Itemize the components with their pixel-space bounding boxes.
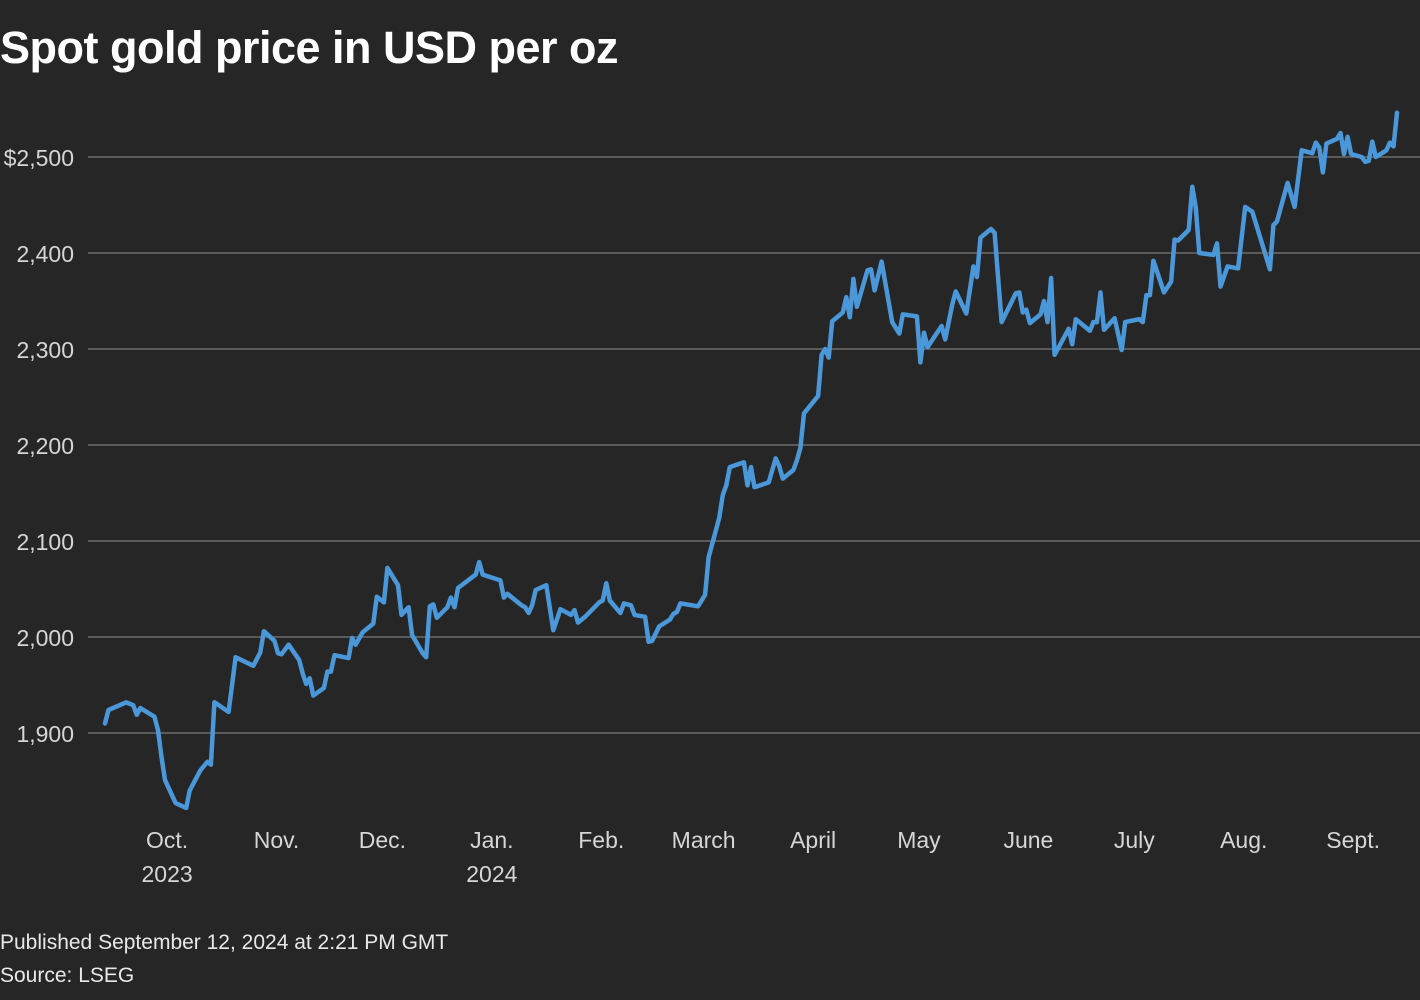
x-tick-label: Sept. [1326, 827, 1380, 853]
source-note: Source: LSEG [0, 964, 135, 987]
x-tick-label: Feb. [578, 827, 624, 853]
x-tick-label: April [790, 827, 836, 853]
x-tick-label: May [897, 827, 941, 853]
y-tick-label: 2,200 [16, 433, 74, 459]
published-timestamp: Published September 12, 2024 at 2:21 PM … [0, 931, 449, 954]
y-tick-label: 2,300 [16, 337, 74, 363]
gold-price-line [102, 110, 1400, 811]
x-axis-ticks: Oct. 2023 Nov. Dec. Jan. 2024 Feb. March April Ma… [141, 827, 1380, 887]
x-tick-label: Aug. [1220, 827, 1267, 853]
x-tick-label: July [1114, 827, 1155, 853]
y-tick-label: 2,100 [16, 529, 74, 555]
x-tick-label: Oct. [146, 827, 188, 853]
x-tick-label: June [1003, 827, 1053, 853]
x-tick-year-label: 2023 [141, 861, 192, 887]
series-layer [102, 110, 1400, 811]
y-tick-label: 2,000 [16, 625, 74, 651]
x-tick-label: Nov. [254, 827, 300, 853]
x-tick-year-label: 2024 [466, 861, 517, 887]
y-tick-label: $2,500 [4, 145, 74, 171]
x-tick-label: Dec. [359, 827, 406, 853]
x-tick-label: Jan. [470, 827, 513, 853]
chart-title: Spot gold price in USD per oz [0, 22, 619, 73]
y-tick-label: 2,400 [16, 241, 74, 267]
y-axis-ticks: 1,900 2,000 2,100 2,200 2,300 2,400 $2,500 [4, 145, 74, 747]
y-tick-label: 1,900 [16, 721, 74, 747]
x-tick-label: March [672, 827, 736, 853]
